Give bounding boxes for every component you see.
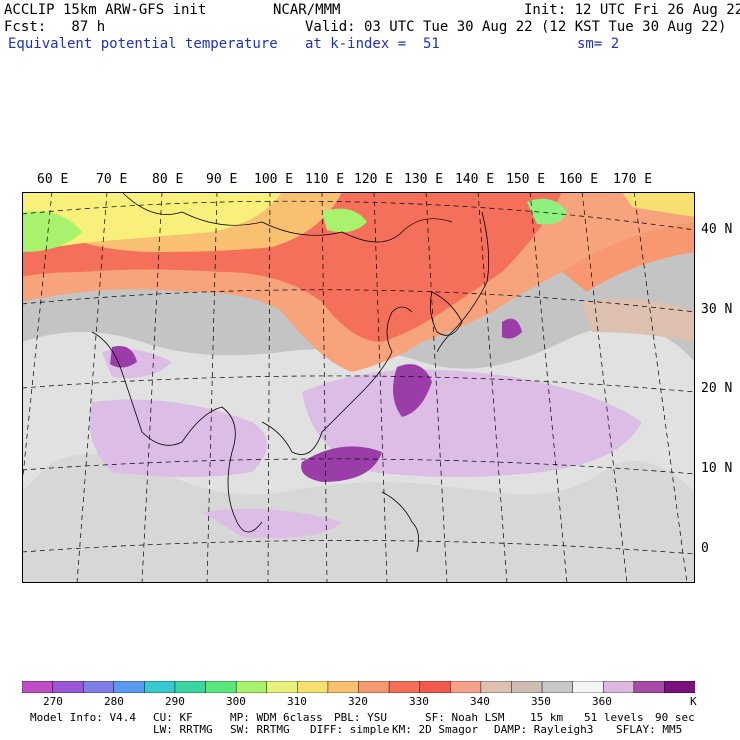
southern-gray xyxy=(22,454,695,583)
lat-label: 0 xyxy=(701,541,709,556)
footer-sf: SF: Noah LSM xyxy=(425,711,505,724)
coastline-japan xyxy=(436,211,490,353)
colorbar-swatch xyxy=(144,681,176,693)
model-title: ACCLIP 15km ARW-GFS init xyxy=(4,2,207,18)
colorbar-swatch xyxy=(205,681,237,693)
init-time: Init: 12 UTC Fri 26 Aug 22 xyxy=(524,2,740,18)
footer-lw: LW: RRTMG xyxy=(153,723,213,736)
lilac-indian-ocean xyxy=(202,508,342,538)
lon-label: 170 E xyxy=(613,172,653,187)
yellow-region xyxy=(22,192,282,252)
valid-time: Valid: 03 UTC Tue 30 Aug 22 (12 KST Tue … xyxy=(305,19,727,35)
footer-cu: CU: KF xyxy=(153,711,193,724)
lat-label: 40 N xyxy=(701,222,733,237)
colorbar-swatch xyxy=(511,681,543,693)
footer-mp: MP: WDM 6class xyxy=(230,711,323,724)
colorbar-swatch xyxy=(297,681,329,693)
center-label: NCAR/MMM xyxy=(273,2,341,18)
lon-label: 110 E xyxy=(305,172,345,187)
footer-diff: DIFF: simple xyxy=(310,723,390,736)
colorbar-swatch xyxy=(572,681,604,693)
colorbar-unit: K xyxy=(690,695,697,708)
pacific-tan xyxy=(582,298,695,342)
level-index: at k-index = 51 xyxy=(305,36,440,52)
purple-south-china-sea xyxy=(301,446,382,482)
lon-label: 120 E xyxy=(354,172,394,187)
colorbar-swatch xyxy=(174,681,207,693)
footer-km: KM: 2D Smagor xyxy=(392,723,479,736)
lilac-india xyxy=(89,399,267,477)
coastline-south-asia xyxy=(91,331,263,533)
yellow-patch-east xyxy=(622,192,695,217)
footer-pbl: PBL: YSU xyxy=(334,711,387,724)
coastline-east-asia xyxy=(261,306,413,455)
lon-label: 60 E xyxy=(37,172,69,187)
footer-model-info: Model Info: V4.4 xyxy=(30,711,136,724)
footer-sflay: SFLAY: MM5 xyxy=(616,723,683,736)
lon-label: 70 E xyxy=(96,172,128,187)
lilac-pacific xyxy=(302,369,642,477)
colorbar-swatch xyxy=(664,681,695,693)
colorbar-swatch xyxy=(450,681,482,693)
colorbar-swatch xyxy=(388,681,421,693)
political-borders xyxy=(121,192,453,243)
colorbar-swatch xyxy=(602,681,635,693)
colorbar-swatch xyxy=(419,681,452,693)
colorbar-swatch xyxy=(480,681,513,693)
green-patch-west xyxy=(22,211,82,252)
colorbar-swatch xyxy=(52,681,84,693)
lon-label: 80 E xyxy=(152,172,184,187)
colorbar-swatch xyxy=(113,681,146,693)
colorbar-swatch xyxy=(235,681,268,693)
graticule xyxy=(22,192,695,583)
green-patch-east xyxy=(527,198,567,225)
colorbar-tick: 300 xyxy=(226,695,246,708)
footer-damp: DAMP: Rayleigh3 xyxy=(494,723,594,736)
map-frame xyxy=(22,192,695,583)
lon-label: 130 E xyxy=(404,172,444,187)
lon-label: 140 E xyxy=(455,172,495,187)
footer-resolution: 15 km xyxy=(530,711,564,724)
colorbar-swatch xyxy=(266,681,299,693)
colorbar-tick: 270 xyxy=(43,695,63,708)
colorbar-tick: 280 xyxy=(104,695,124,708)
footer-levels: 51 levels xyxy=(584,711,644,724)
colorbar-swatch xyxy=(541,681,574,693)
lon-label: 160 E xyxy=(559,172,599,187)
colorbar-swatch xyxy=(22,681,54,693)
lon-label: 100 E xyxy=(254,172,294,187)
purple-pakistan xyxy=(110,346,137,368)
colorbar-swatch xyxy=(327,681,360,693)
purple-pacific-small xyxy=(502,318,522,339)
coastline-korea xyxy=(429,291,463,336)
colorbar-tick: 290 xyxy=(165,695,185,708)
field-name: Equivalent potential temperature xyxy=(8,36,278,52)
colorbar-swatch xyxy=(358,681,390,693)
colorbar-tick: 360 xyxy=(592,695,612,708)
colorbar-swatch xyxy=(82,681,115,693)
green-patch-central xyxy=(322,208,367,233)
colorbar-tick: 350 xyxy=(531,695,551,708)
lat-label: 20 N xyxy=(701,381,733,396)
lon-label: 90 E xyxy=(206,172,238,187)
colorbar-tick: 340 xyxy=(470,695,490,708)
pacific-warm-streak xyxy=(562,222,695,292)
lat-label: 30 N xyxy=(701,302,733,317)
footer-sw: SW: RRTMG xyxy=(230,723,290,736)
colorbar-tick: 320 xyxy=(348,695,368,708)
purple-taiwan xyxy=(393,364,432,417)
smoothing: sm= 2 xyxy=(577,36,620,52)
lon-label: 150 E xyxy=(506,172,546,187)
footer-timestep: 90 sec xyxy=(655,711,695,724)
colorbar xyxy=(22,681,695,693)
theta-e-map xyxy=(22,192,695,583)
colorbar-tick: 330 xyxy=(409,695,429,708)
colorbar-tick: 310 xyxy=(287,695,307,708)
forecast-hour: Fcst: 87 h xyxy=(4,19,106,35)
lat-label: 10 N xyxy=(701,461,733,476)
colorbar-swatch xyxy=(633,681,666,693)
